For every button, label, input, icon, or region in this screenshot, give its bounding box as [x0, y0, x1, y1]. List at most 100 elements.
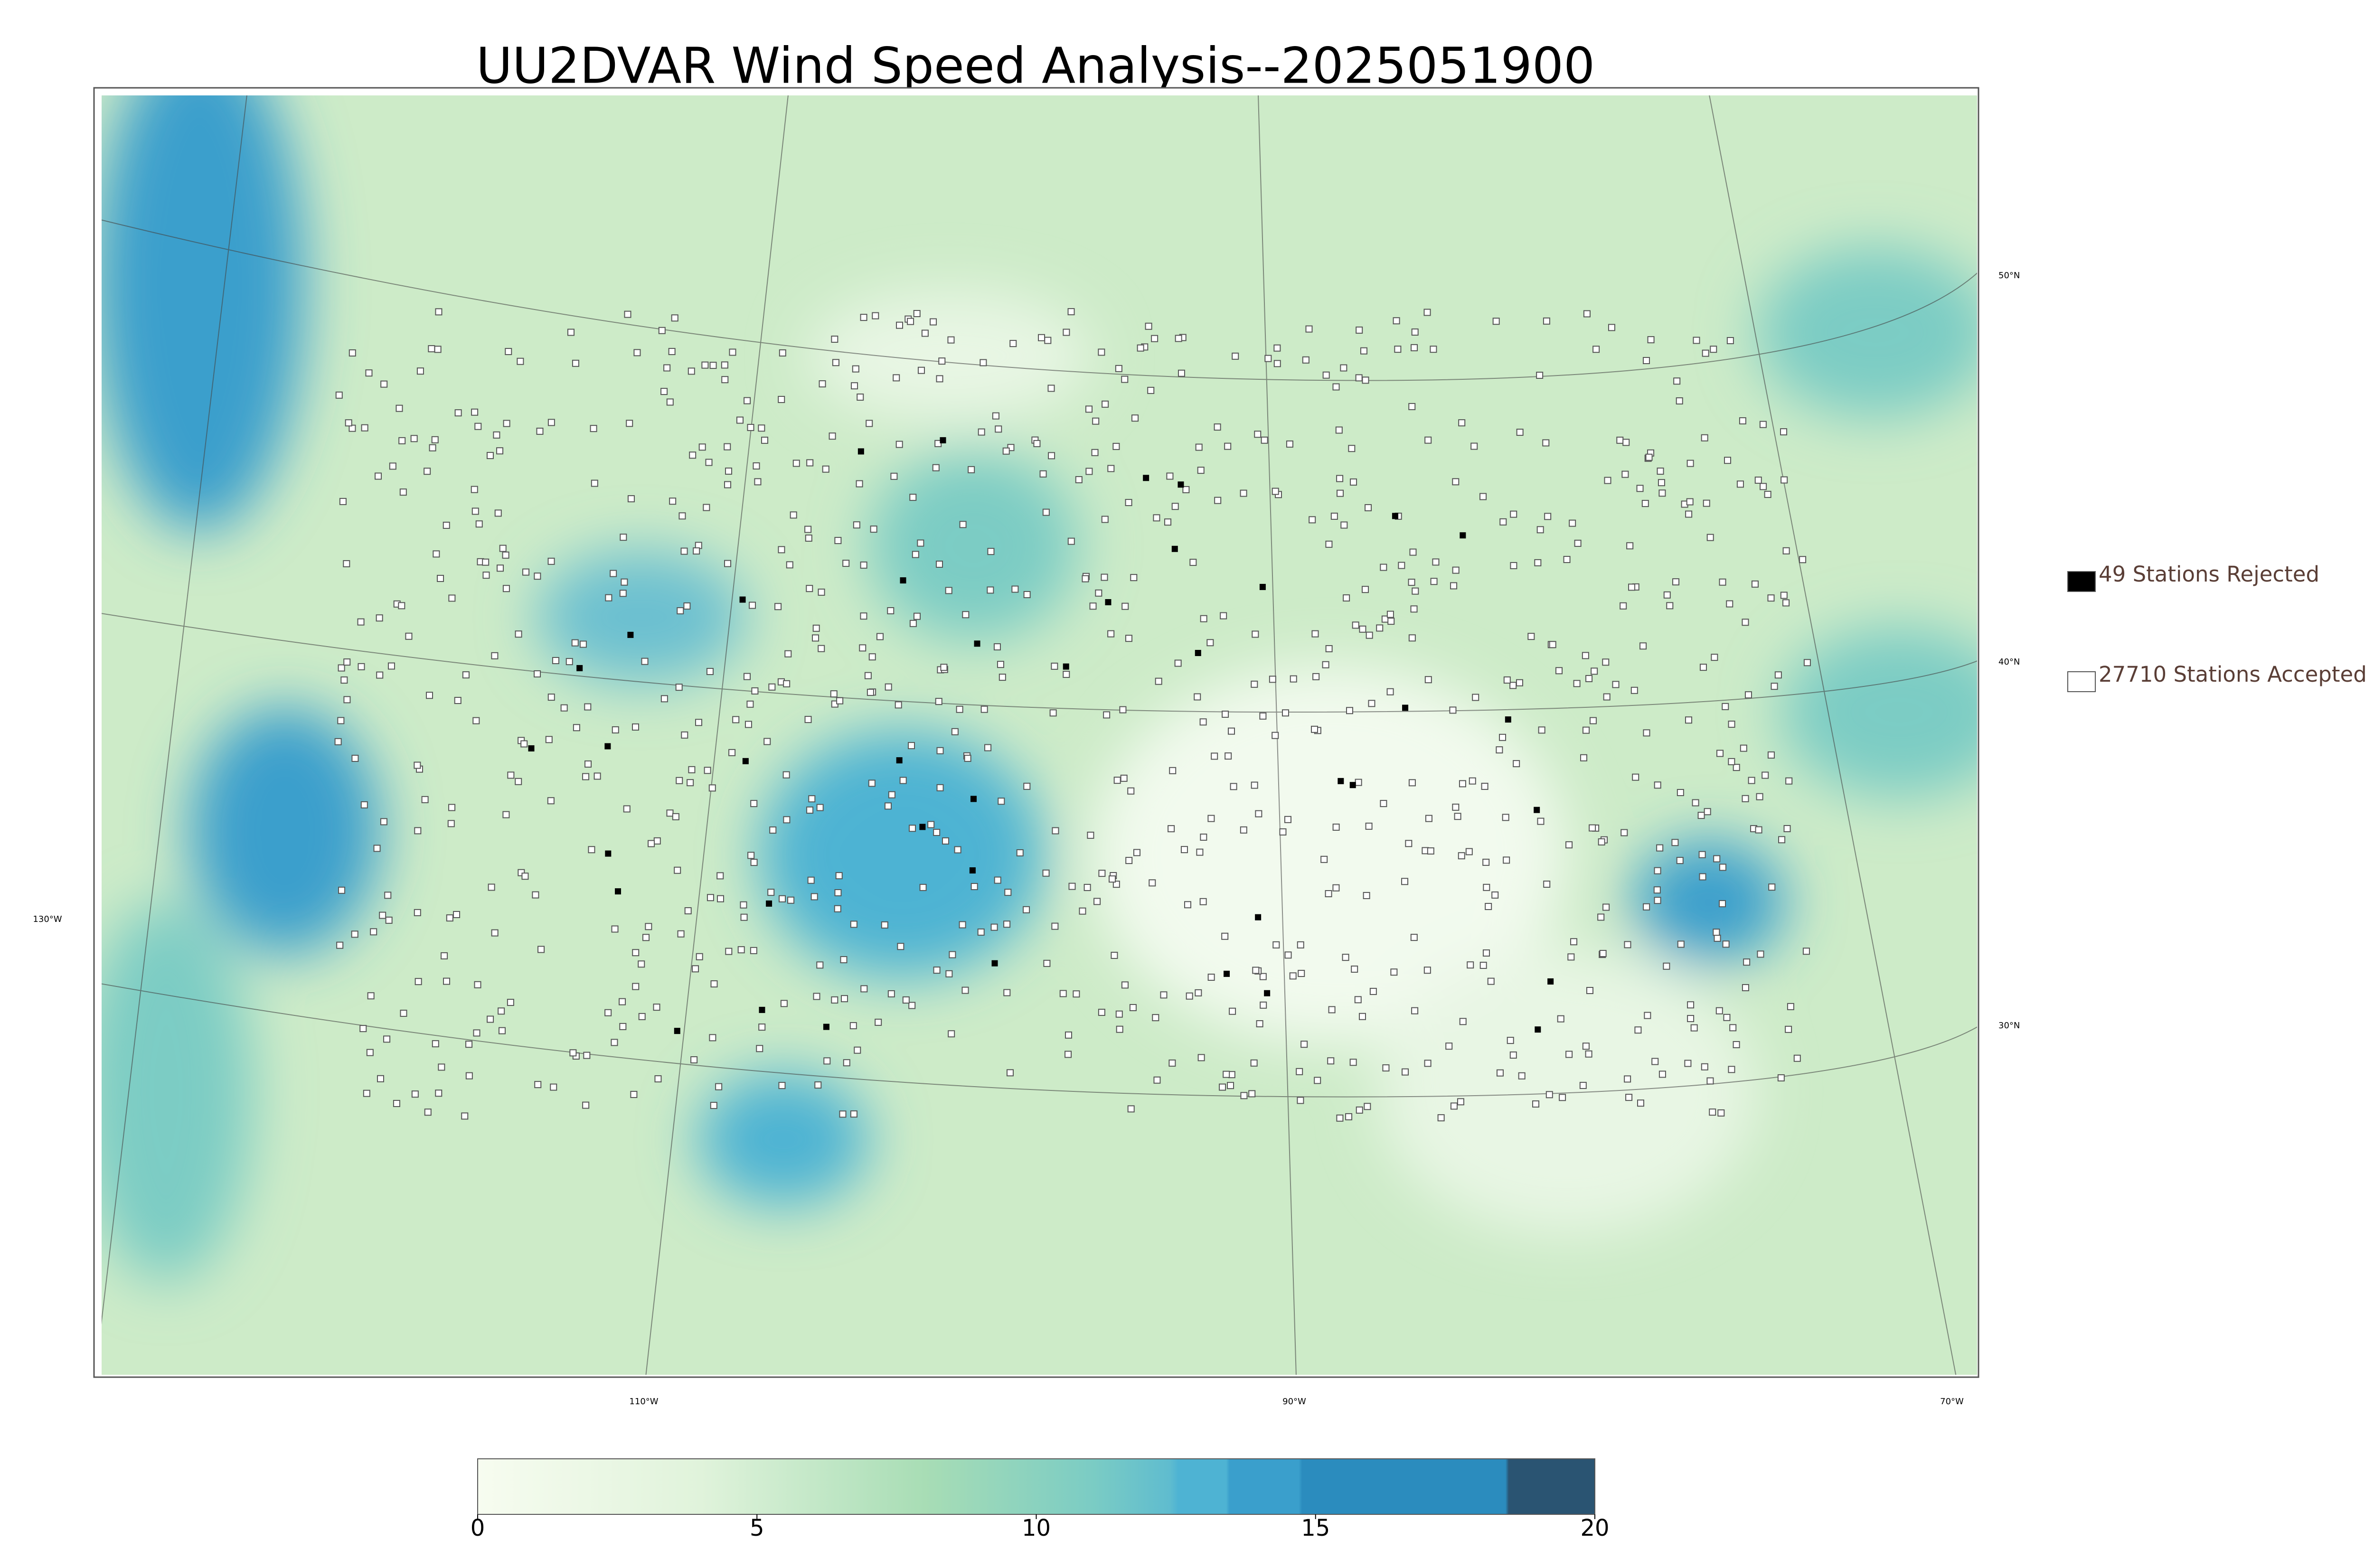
- station: [1199, 898, 1207, 905]
- station: [987, 548, 995, 555]
- station: [1380, 800, 1387, 807]
- station-rejected: [1195, 650, 1201, 657]
- station: [502, 551, 509, 559]
- station: [736, 416, 744, 424]
- station: [1785, 1025, 1792, 1033]
- station: [1049, 709, 1057, 717]
- station: [1687, 1015, 1695, 1023]
- station: [806, 459, 814, 467]
- station: [447, 820, 455, 827]
- station: [932, 464, 940, 471]
- station: [860, 561, 867, 569]
- station: [804, 526, 812, 533]
- station: [959, 921, 966, 929]
- station: [1240, 1092, 1248, 1099]
- station: [1189, 559, 1197, 566]
- station: [1151, 335, 1159, 342]
- station: [1002, 447, 1010, 455]
- station: [768, 683, 776, 691]
- station: [710, 980, 718, 988]
- station: [1510, 562, 1517, 569]
- station-rejected: [1178, 481, 1184, 488]
- station: [1363, 892, 1370, 899]
- station: [1279, 828, 1287, 836]
- station: [1570, 938, 1578, 946]
- station: [1479, 961, 1487, 969]
- station: [343, 658, 351, 666]
- colorbar-tick-label: 20: [1580, 1515, 1609, 1541]
- station: [1355, 374, 1363, 382]
- station: [1273, 344, 1281, 352]
- station: [1112, 442, 1120, 450]
- station: [1130, 574, 1138, 582]
- station: [1574, 539, 1582, 547]
- station: [1023, 906, 1030, 913]
- station: [1736, 480, 1744, 488]
- station: [980, 705, 988, 713]
- station: [1332, 823, 1340, 831]
- station: [1240, 489, 1247, 497]
- station-rejected: [940, 437, 946, 443]
- station: [1340, 521, 1348, 529]
- station: [936, 375, 943, 383]
- station: [961, 986, 969, 994]
- station: [1702, 349, 1709, 357]
- station: [1728, 758, 1735, 765]
- station: [807, 876, 815, 884]
- station: [1272, 488, 1279, 495]
- station: [1355, 779, 1362, 786]
- station: [849, 1022, 857, 1030]
- station: [790, 511, 797, 519]
- station: [1715, 1007, 1723, 1014]
- station: [675, 684, 683, 691]
- station: [954, 846, 961, 854]
- station: [737, 946, 745, 954]
- lat-label: 50°N: [1998, 271, 2020, 281]
- station: [1706, 534, 1714, 541]
- station: [465, 1041, 473, 1048]
- station: [721, 361, 728, 369]
- station: [1645, 453, 1653, 461]
- station: [881, 921, 888, 929]
- station: [724, 443, 731, 451]
- station: [610, 570, 617, 577]
- station: [1427, 847, 1434, 855]
- station: [579, 640, 587, 648]
- station: [1724, 457, 1732, 464]
- station: [1309, 516, 1316, 524]
- station: [1116, 1025, 1123, 1033]
- lon-label: 90°W: [1282, 1397, 1306, 1407]
- station: [834, 537, 842, 545]
- legend: 49 Stations Rejected 27710 Stations Accep…: [2067, 562, 2367, 692]
- station: [1352, 621, 1359, 629]
- station-rejected: [1535, 1026, 1541, 1033]
- station: [1125, 857, 1133, 864]
- station: [1726, 600, 1733, 608]
- station: [1365, 504, 1372, 511]
- station: [1719, 900, 1726, 908]
- station: [684, 907, 692, 915]
- station: [1152, 1014, 1159, 1022]
- station: [1390, 968, 1398, 976]
- station: [866, 420, 873, 427]
- station: [669, 498, 677, 505]
- station: [1699, 664, 1707, 671]
- station-rejected: [896, 757, 903, 764]
- station-rejected: [1171, 545, 1178, 552]
- station: [919, 883, 927, 891]
- station: [385, 916, 393, 924]
- station: [1325, 540, 1333, 548]
- station: [1330, 512, 1338, 520]
- station: [1332, 383, 1340, 391]
- station: [1637, 1099, 1644, 1107]
- station: [1039, 470, 1047, 478]
- station: [425, 692, 433, 699]
- station: [1755, 826, 1762, 834]
- station: [1472, 694, 1479, 701]
- station: [1398, 562, 1405, 569]
- station: [1573, 680, 1581, 687]
- station: [1538, 726, 1545, 734]
- station: [1284, 951, 1292, 959]
- station: [1254, 431, 1262, 438]
- station-rejected: [1349, 782, 1356, 789]
